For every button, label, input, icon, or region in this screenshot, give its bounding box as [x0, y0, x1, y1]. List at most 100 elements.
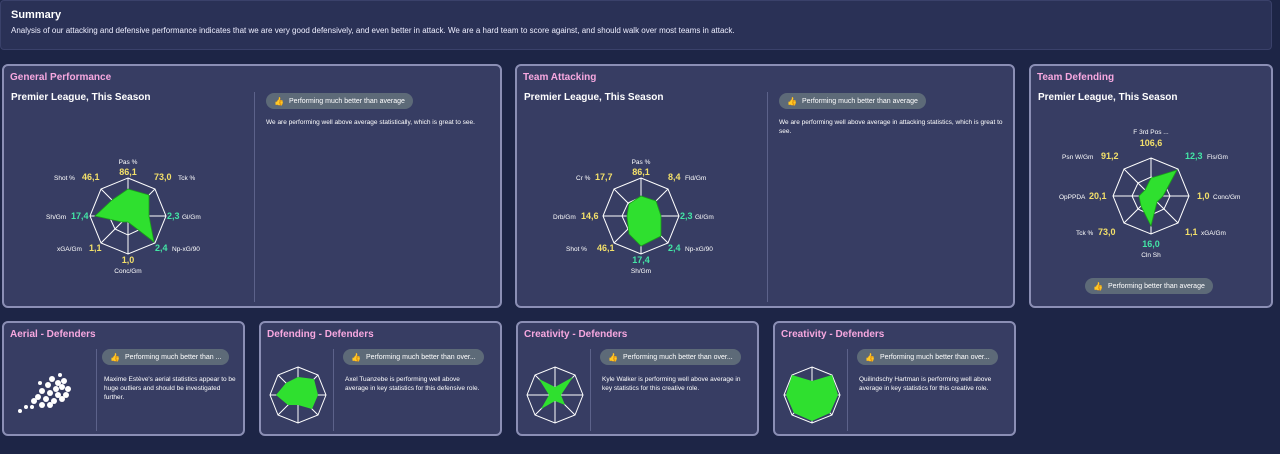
card-title: Creativity - Defenders: [781, 329, 885, 340]
summary-title: Summary: [11, 9, 62, 21]
radar-value: 2,3: [680, 211, 693, 221]
radar-label: Pas %: [632, 159, 651, 166]
panel-title: Team Defending: [1037, 72, 1115, 83]
radar-label: xGA/Gm: [57, 246, 82, 253]
radar-label: Psn W/Gm: [1062, 154, 1093, 161]
radar-label: Pas %: [119, 159, 138, 166]
team-defending-panel[interactable]: Team Defending Premier League, This Seas…: [1029, 64, 1273, 308]
radar-value: 46,1: [82, 172, 100, 182]
card-title: Aerial - Defenders: [10, 329, 96, 340]
radar-value: 17,4: [632, 255, 650, 265]
radar-label: xGA/Gm: [1201, 230, 1226, 237]
radar-value: 86,1: [632, 167, 650, 177]
panel-subtitle: Premier League, This Season: [11, 92, 151, 103]
radar-value: 86,1: [119, 167, 137, 177]
summary-panel: Summary Analysis of our attacking and de…: [0, 0, 1272, 50]
performance-badge: 👍 Performing much better than ...: [102, 349, 230, 365]
thumbs-up-icon: 👍: [110, 352, 120, 362]
radar-label: Cr %: [576, 175, 591, 182]
performance-badge: 👍 Performing much better than over...: [857, 349, 998, 365]
performance-badge: 👍 Performing better than average: [1085, 278, 1213, 294]
radar-label: Sh/Gm: [631, 268, 651, 275]
creativity-mini-radar: [526, 366, 584, 424]
radar-label: Fld/Gm: [685, 175, 706, 182]
radar-value: 46,1: [597, 243, 615, 253]
radar-value: 1,1: [1185, 227, 1198, 237]
aerial-defenders-card[interactable]: Aerial - Defenders 👍 Performing much bett…: [2, 321, 245, 436]
divider: [847, 349, 848, 431]
radar-value: 20,1: [1089, 191, 1107, 201]
radar-value: 14,6: [581, 211, 599, 221]
team-attacking-panel[interactable]: Team Attacking Premier League, This Seas…: [515, 64, 1015, 308]
creativity-defenders-card[interactable]: Creativity - Defenders 👍 Performing much …: [773, 321, 1016, 436]
radar-value: 2,4: [668, 243, 681, 253]
card-title: Defending - Defenders: [267, 329, 374, 340]
thumbs-up-icon: 👍: [865, 352, 875, 362]
panel-title: Team Attacking: [523, 72, 597, 83]
thumbs-up-icon: 👍: [274, 96, 284, 106]
radar-label: Conc/Gm: [114, 268, 141, 275]
thumbs-up-icon: 👍: [351, 352, 361, 362]
radar-label: Conc/Gm: [1213, 194, 1240, 201]
defending-defenders-card[interactable]: Defending - Defenders 👍 Performing much b…: [259, 321, 502, 436]
panel-subtitle: Premier League, This Season: [1038, 92, 1178, 103]
radar-label: Gl/Gm: [182, 214, 201, 221]
panel-description: We are performing well above average in …: [779, 119, 1003, 135]
radar-label: Cln Sh: [1141, 252, 1161, 259]
radar-value: 73,0: [154, 172, 172, 182]
radar-label: OpPPDA: [1059, 194, 1086, 201]
divider: [96, 349, 97, 431]
panel-description: We are performing well above average sta…: [266, 119, 475, 126]
radar-value: 91,2: [1101, 151, 1119, 161]
card-description: Axel Tuanzebe is performing well above a…: [345, 376, 480, 392]
radar-label: Fls/Gm: [1207, 154, 1228, 161]
aerial-scatter-plot: [18, 373, 71, 413]
radar-label: Np-xG/90: [685, 246, 713, 253]
divider: [590, 349, 591, 431]
card-title: Creativity - Defenders: [524, 329, 628, 340]
radar-value: 2,3: [167, 211, 180, 221]
performance-badge: 👍 Performing much better than average: [266, 93, 413, 109]
card-description: Maxime Estève's aerial statistics appear…: [104, 376, 236, 401]
radar-value: 12,3: [1185, 151, 1203, 161]
radar-value: 2,4: [155, 243, 168, 253]
panel-subtitle: Premier League, This Season: [524, 92, 664, 103]
defending-mini-radar: [269, 366, 327, 424]
radar-value: 1,1: [89, 243, 102, 253]
performance-badge: 👍 Performing much better than average: [779, 93, 926, 109]
card-description: Quilindschy Hartman is performing well a…: [859, 376, 992, 392]
radar-value: 1,0: [122, 255, 135, 265]
radar-label: Shot %: [566, 246, 587, 253]
divider: [333, 349, 334, 431]
divider: [767, 92, 768, 302]
radar-value: 8,4: [668, 172, 681, 182]
general-performance-panel[interactable]: General Performance Premier League, This…: [2, 64, 502, 308]
thumbs-up-icon: 👍: [787, 96, 797, 106]
radar-label: Tck %: [178, 175, 196, 182]
radar-value: 1,0: [1197, 191, 1210, 201]
radar-label: Shot %: [54, 175, 75, 182]
radar-value: 106,6: [1140, 138, 1163, 148]
performance-badge: 👍 Performing much better than over...: [600, 349, 741, 365]
divider: [254, 92, 255, 302]
card-description: Kyle Walker is performing well above ave…: [602, 376, 741, 392]
radar-value: 16,0: [1142, 239, 1160, 249]
radar-label: F 3rd Pos ...: [1133, 129, 1169, 136]
defending-radar-chart: F 3rd Pos ... 106,6 12,3 Fls/Gm 1,0 Conc…: [1059, 129, 1240, 259]
radar-label: Np-xG/90: [172, 246, 200, 253]
radar-label: Tck %: [1076, 230, 1094, 237]
attacking-radar-chart: Pas % 86,1 8,4 Fld/Gm 2,3 Gl/Gm 2,4 Np-x…: [553, 159, 714, 275]
creativity-defenders-card[interactable]: Creativity - Defenders 👍 Performing much …: [516, 321, 759, 436]
radar-label: Sh/Gm: [46, 214, 66, 221]
panel-title: General Performance: [10, 72, 112, 83]
creativity-mini-radar: [783, 366, 841, 424]
thumbs-up-icon: 👍: [1093, 281, 1103, 291]
general-radar-chart: Pas % 86,1 73,0 Tck % 2,3 Gl/Gm 2,4 Np-x…: [46, 159, 201, 275]
thumbs-up-icon: 👍: [608, 352, 618, 362]
radar-value: 73,0: [1098, 227, 1116, 237]
summary-text: Analysis of our attacking and defensive …: [11, 26, 735, 35]
radar-value: 17,4: [71, 211, 89, 221]
radar-label: Gl/Gm: [695, 214, 714, 221]
performance-badge: 👍 Performing much better than over...: [343, 349, 484, 365]
radar-label: Drb/Gm: [553, 214, 576, 221]
